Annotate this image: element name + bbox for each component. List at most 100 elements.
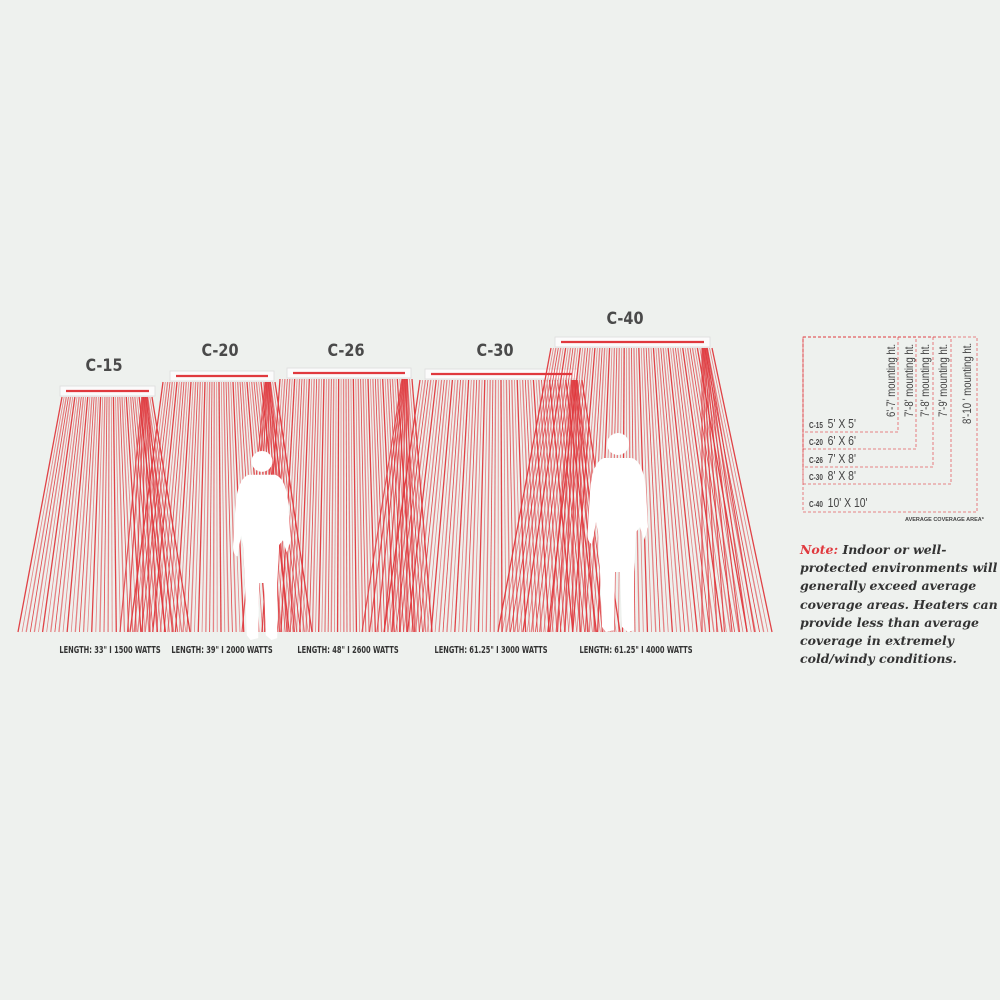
beam-line (367, 378, 376, 633)
beam-line (391, 378, 406, 633)
beam-line (675, 347, 711, 633)
beam-line (41, 396, 76, 633)
beam-line (679, 347, 719, 633)
coverage-note: Note: Indoor or well-protected environme… (800, 541, 1000, 668)
beam-line (374, 378, 386, 633)
beam-line (336, 378, 340, 633)
legend-boxes (802, 336, 978, 513)
beam-line (403, 379, 434, 633)
beam-line (46, 396, 78, 633)
beam-line (355, 378, 360, 633)
beam-line (395, 379, 429, 633)
beam-line (522, 347, 567, 633)
beam-line (350, 378, 354, 633)
beam-line (438, 379, 459, 633)
beam-line (209, 381, 213, 633)
beam-line (643, 347, 657, 633)
beam-line (182, 381, 197, 633)
beam-line (510, 347, 559, 633)
beam-line (572, 347, 596, 633)
heater-bar-icon (169, 370, 275, 382)
legend-model: C-40 (809, 500, 823, 509)
beam-line (466, 379, 478, 633)
beam-line (477, 379, 486, 633)
beam-line (686, 347, 732, 633)
beam-line (107, 396, 110, 633)
beam-line (446, 379, 464, 633)
beam-line (145, 396, 166, 633)
beam-line (305, 378, 315, 633)
beam-line (511, 379, 519, 633)
beam-line (302, 378, 313, 633)
beam-line (530, 379, 546, 633)
beam-line (670, 347, 702, 633)
beam-line (230, 381, 241, 633)
beam-line (454, 379, 470, 633)
beam-line (462, 379, 475, 633)
heater-bar-icon (286, 367, 412, 379)
beam-line (327, 378, 332, 633)
heater-c-40 (497, 336, 773, 633)
beam-line (330, 378, 335, 633)
beam-line (543, 379, 566, 633)
beam-line (497, 347, 552, 633)
beam-line (704, 347, 733, 633)
beam-line (430, 379, 454, 633)
heat-beam-lines (383, 379, 621, 633)
beam-line (474, 379, 483, 633)
beam-line (103, 396, 108, 633)
beam-line (296, 378, 308, 633)
beam-line (422, 379, 448, 633)
beam-line (129, 381, 164, 633)
beam-line (134, 396, 145, 633)
beam-line (655, 347, 677, 633)
heater-spec-c15: LENGTH: 33" I 1500 WATTS (59, 645, 161, 656)
beam-line (450, 379, 467, 633)
beam-line (119, 396, 129, 633)
beam-line (25, 396, 67, 633)
beam-line (530, 347, 572, 633)
beam-line (140, 381, 171, 633)
beam-line (167, 381, 187, 633)
beam-line (148, 381, 176, 633)
beam-line (110, 396, 113, 633)
beam-line (551, 347, 584, 633)
beam-line (383, 379, 421, 633)
beam-line (571, 379, 575, 633)
legend-area: 8' X 8' (827, 468, 856, 483)
beam-line (360, 378, 367, 633)
beam-line (225, 381, 233, 633)
beam-line (74, 396, 93, 633)
beam-line (82, 396, 97, 633)
beam-line (662, 347, 690, 633)
beam-line (709, 347, 769, 633)
beam-line (458, 379, 472, 633)
beam-line (361, 378, 403, 633)
legend-caption: AVERAGE COVERAGE AREA* (905, 517, 984, 523)
heater-title-c30: C-30 (476, 341, 514, 361)
beam-line (174, 381, 192, 633)
beam-line (489, 379, 494, 633)
legend-model: C-26 (809, 456, 823, 465)
beam-line (518, 347, 564, 633)
heater-bar-icon (424, 368, 579, 380)
legend-row-c30: C-30 8' X 8' (809, 468, 856, 483)
beam-line (419, 379, 445, 633)
beam-line (514, 379, 523, 633)
beam-line (543, 347, 579, 633)
beam-line (702, 347, 711, 633)
mounting-height-c26: 7'-8' mounting ht. (918, 343, 932, 417)
beam-line (546, 379, 570, 633)
beam-line (652, 347, 674, 633)
beam-line (411, 379, 440, 633)
beam-line (387, 379, 424, 633)
beam-line (660, 347, 686, 633)
beam-line (54, 396, 82, 633)
beam-line (321, 378, 327, 633)
legend-model: C-15 (809, 421, 823, 430)
beam-line (119, 396, 143, 633)
beam-line (171, 381, 190, 633)
beam-line (152, 381, 178, 633)
heater-title-c20: C-20 (201, 341, 239, 361)
